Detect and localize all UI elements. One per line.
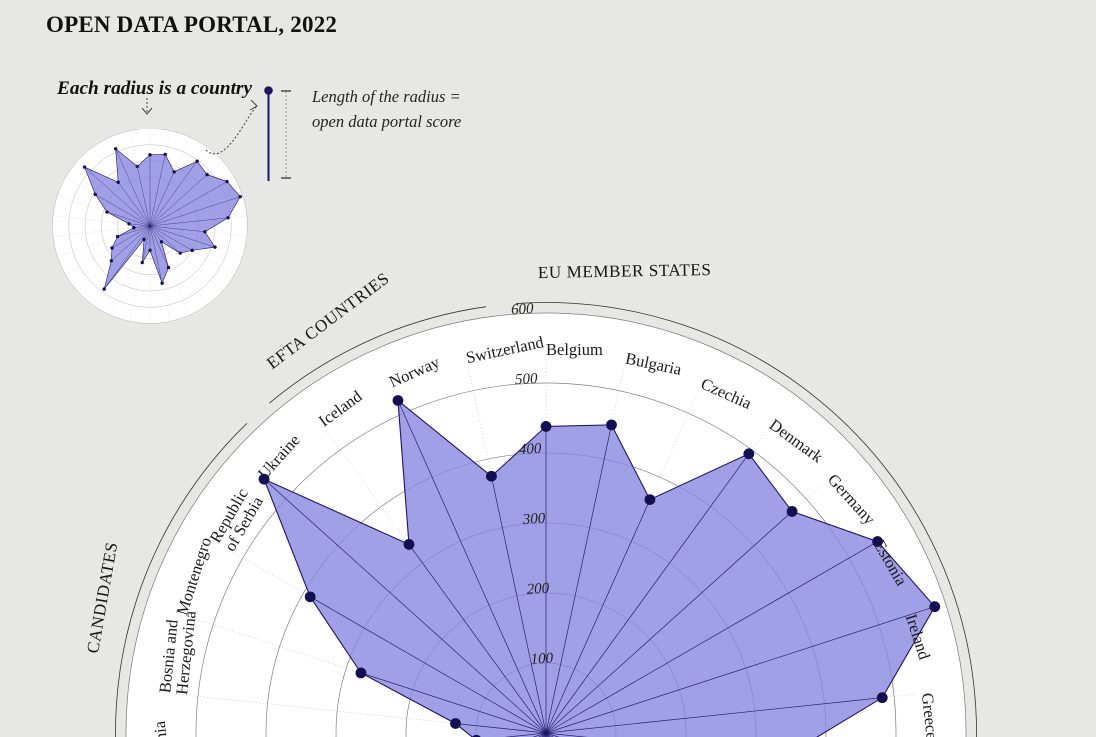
svg-text:Belgium: Belgium bbox=[546, 340, 603, 359]
svg-text:600: 600 bbox=[511, 301, 535, 318]
svg-text:400: 400 bbox=[518, 441, 542, 458]
svg-text:EU MEMBER STATES: EU MEMBER STATES bbox=[538, 260, 712, 282]
svg-text:500: 500 bbox=[515, 371, 539, 388]
svg-text:100: 100 bbox=[530, 650, 554, 667]
svg-text:200: 200 bbox=[526, 581, 550, 598]
svg-text:CANDIDATES: CANDIDATES bbox=[83, 540, 121, 654]
svg-text:300: 300 bbox=[521, 511, 546, 528]
